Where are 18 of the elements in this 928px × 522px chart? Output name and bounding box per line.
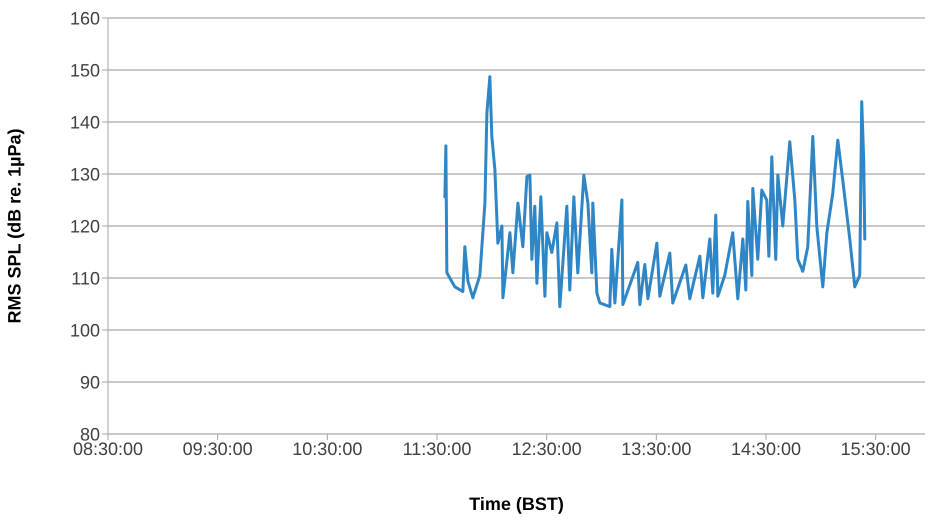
x-tick-label: 12:30:00 (512, 438, 582, 459)
y-tick-label: 110 (71, 268, 100, 288)
x-tick-label: 13:30:00 (621, 438, 692, 459)
y-tick-label: 160 (70, 8, 100, 28)
y-tick-label: 140 (70, 112, 100, 132)
x-tick-label: 15:30:00 (840, 438, 911, 459)
y-tick-label: 150 (70, 60, 100, 80)
x-tick-label: 11:30:00 (402, 438, 472, 459)
y-tick-label: 120 (70, 216, 100, 236)
x-tick-label: 14:30:00 (730, 438, 802, 459)
y-tick-label: 130 (70, 164, 100, 184)
line-series (443, 75, 866, 308)
x-tick-label: 09:30:00 (182, 438, 253, 459)
y-tick-label: 100 (70, 320, 100, 340)
y-tick-label: 90 (80, 372, 100, 392)
x-axis-title: Time (BST) (469, 494, 564, 514)
x-tick-label: 10:30:00 (292, 438, 362, 459)
y-axis-title: RMS SPL (dB re. 1µPa) (4, 128, 24, 324)
